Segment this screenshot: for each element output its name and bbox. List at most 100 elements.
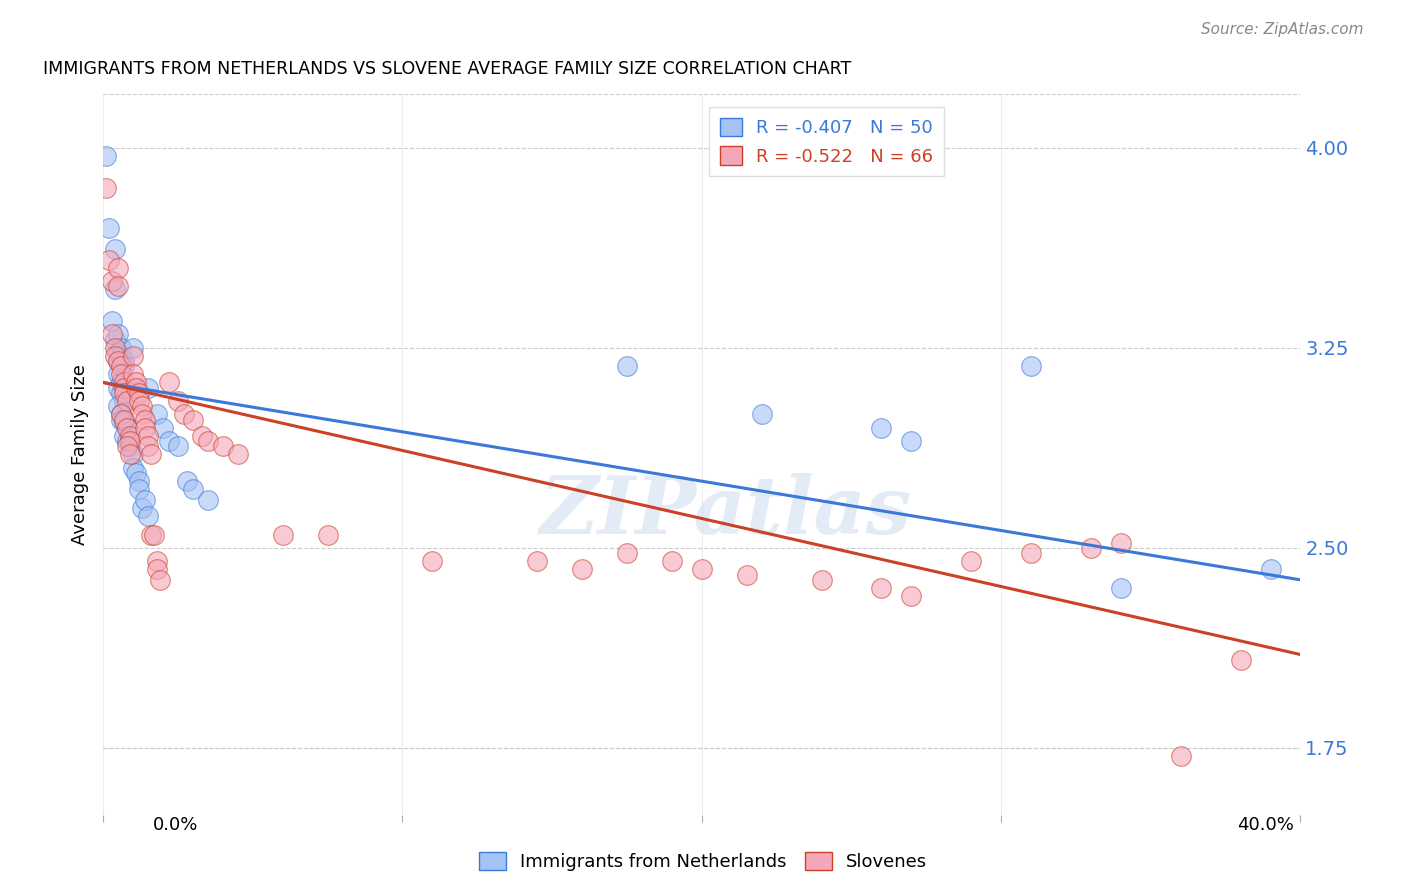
Point: [110, 359, 132, 374]
Point: [98, 220, 121, 235]
Point: [115, 421, 138, 435]
Point: [112, 359, 135, 374]
Point: [146, 562, 169, 576]
Point: [112, 394, 135, 409]
Point: [316, 527, 339, 541]
Point: [191, 429, 214, 443]
Point: [122, 460, 145, 475]
Point: [125, 381, 148, 395]
Point: [122, 448, 145, 462]
Point: [143, 527, 166, 541]
Point: [1229, 653, 1251, 667]
Point: [107, 368, 129, 382]
Point: [110, 386, 132, 401]
Point: [167, 440, 190, 454]
Point: [107, 346, 129, 360]
Text: 40.0%: 40.0%: [1237, 815, 1294, 833]
Point: [112, 381, 135, 395]
Point: [616, 359, 638, 374]
Point: [112, 386, 135, 401]
Point: [110, 413, 132, 427]
Point: [104, 333, 127, 347]
Point: [1260, 562, 1282, 576]
Point: [107, 327, 129, 342]
Point: [1109, 535, 1132, 549]
Point: [146, 554, 169, 568]
Point: [157, 376, 180, 390]
Point: [226, 448, 249, 462]
Point: [616, 546, 638, 560]
Point: [167, 394, 190, 409]
Point: [134, 492, 156, 507]
Point: [128, 386, 150, 401]
Point: [181, 482, 204, 496]
Point: [960, 554, 983, 568]
Point: [122, 368, 145, 382]
Point: [120, 448, 142, 462]
Point: [107, 354, 129, 368]
Point: [197, 492, 219, 507]
Point: [104, 349, 127, 363]
Text: Source: ZipAtlas.com: Source: ZipAtlas.com: [1201, 22, 1364, 37]
Point: [125, 376, 148, 390]
Point: [120, 440, 142, 454]
Point: [112, 376, 135, 390]
Point: [690, 562, 713, 576]
Point: [900, 589, 922, 603]
Point: [115, 434, 138, 449]
Point: [900, 434, 922, 449]
Point: [122, 349, 145, 363]
Point: [735, 567, 758, 582]
Point: [112, 413, 135, 427]
Point: [104, 282, 127, 296]
Point: [120, 434, 142, 449]
Text: 0.0%: 0.0%: [153, 815, 198, 833]
Point: [98, 252, 121, 267]
Point: [104, 341, 127, 355]
Point: [115, 421, 138, 435]
Point: [131, 408, 153, 422]
Point: [271, 527, 294, 541]
Point: [157, 434, 180, 449]
Point: [107, 279, 129, 293]
Y-axis label: Average Family Size: Average Family Size: [72, 364, 89, 545]
Point: [115, 394, 138, 409]
Point: [136, 508, 159, 523]
Point: [94, 181, 117, 195]
Text: IMMIGRANTS FROM NETHERLANDS VS SLOVENE AVERAGE FAMILY SIZE CORRELATION CHART: IMMIGRANTS FROM NETHERLANDS VS SLOVENE A…: [44, 60, 852, 78]
Point: [146, 408, 169, 422]
Point: [104, 242, 127, 256]
Point: [131, 400, 153, 414]
Point: [870, 421, 893, 435]
Point: [152, 421, 174, 435]
Point: [110, 341, 132, 355]
Point: [1170, 748, 1192, 763]
Point: [176, 474, 198, 488]
Text: ZIPatlas: ZIPatlas: [540, 474, 912, 551]
Point: [120, 429, 142, 443]
Point: [181, 413, 204, 427]
Point: [136, 440, 159, 454]
Point: [1019, 359, 1042, 374]
Point: [1109, 581, 1132, 595]
Point: [422, 554, 444, 568]
Point: [110, 408, 132, 422]
Point: [110, 376, 132, 390]
Point: [197, 434, 219, 449]
Point: [661, 554, 683, 568]
Point: [112, 429, 135, 443]
Point: [136, 381, 159, 395]
Point: [94, 149, 117, 163]
Point: [134, 421, 156, 435]
Point: [751, 408, 773, 422]
Point: [810, 573, 832, 587]
Point: [149, 573, 172, 587]
Point: [110, 349, 132, 363]
Point: [1080, 541, 1102, 555]
Point: [128, 474, 150, 488]
Point: [101, 327, 124, 342]
Point: [107, 400, 129, 414]
Point: [136, 429, 159, 443]
Point: [128, 482, 150, 496]
Point: [526, 554, 548, 568]
